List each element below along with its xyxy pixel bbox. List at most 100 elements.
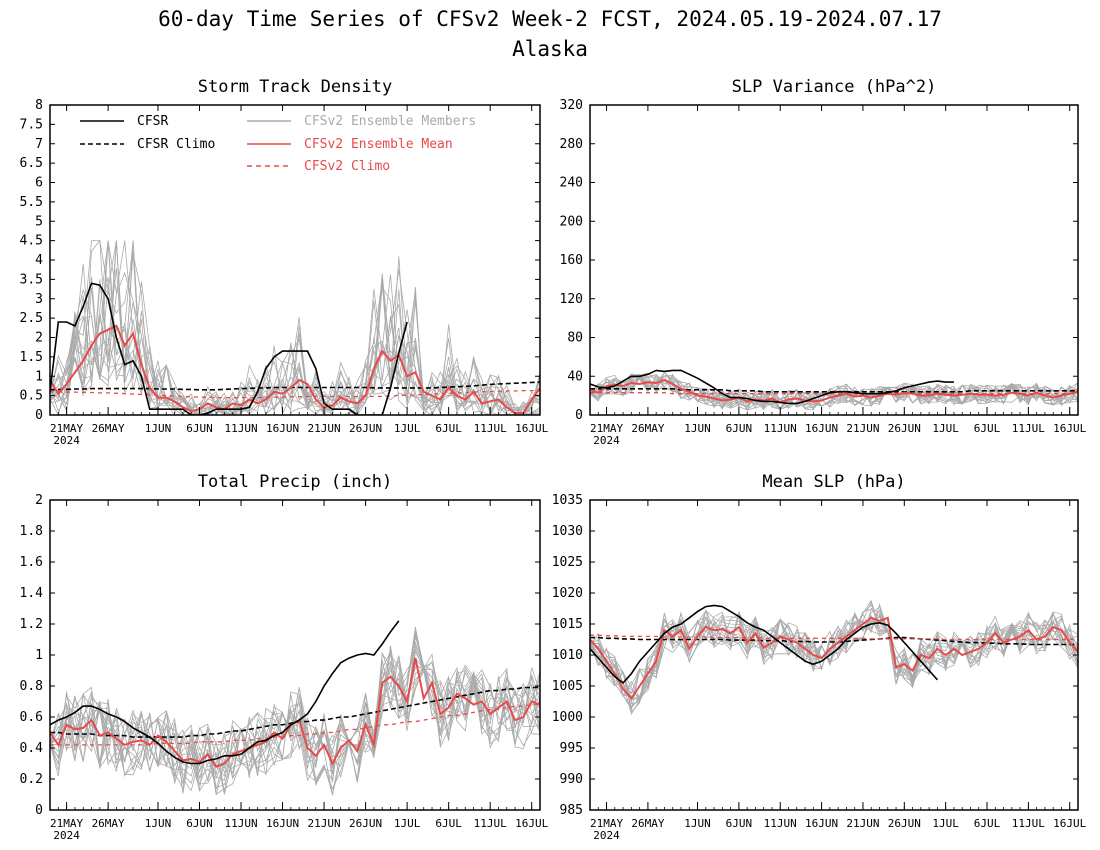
x-year-label: 2024 bbox=[53, 434, 80, 447]
series-cfsr-line bbox=[590, 369, 954, 405]
x-tick-label: 21JUN bbox=[308, 817, 341, 830]
ensemble-member-line bbox=[50, 269, 540, 415]
x-tick-label: 11JUL bbox=[1012, 817, 1045, 830]
ensemble-members bbox=[50, 626, 540, 797]
y-tick-label: 5 bbox=[35, 214, 43, 229]
y-tick-label: 8 bbox=[35, 98, 43, 113]
y-tick-label: 160 bbox=[560, 253, 583, 268]
x-tick-label: 6JUN bbox=[186, 422, 213, 435]
y-tick-label: 2 bbox=[35, 331, 43, 346]
y-tick-label: 1020 bbox=[552, 586, 583, 601]
y-tick-label: 0.6 bbox=[20, 710, 43, 725]
ensemble-member-line bbox=[590, 599, 1078, 700]
y-tick-label: 1010 bbox=[552, 648, 583, 663]
ensemble-member-line bbox=[50, 278, 540, 415]
ensemble-member-line bbox=[590, 612, 1078, 713]
y-tick-label: 2 bbox=[35, 493, 43, 508]
y-tick-label: 5.5 bbox=[20, 195, 43, 210]
x-tick-label: 16JUN bbox=[805, 422, 838, 435]
y-tick-label: 200 bbox=[560, 214, 583, 229]
x-year-label: 2024 bbox=[53, 829, 80, 842]
x-tick-label: 11JUL bbox=[474, 817, 507, 830]
ensemble-member-line bbox=[50, 626, 540, 789]
y-tick-label: 1 bbox=[35, 369, 43, 384]
y-tick-label: 1.8 bbox=[20, 524, 43, 539]
y-tick-label: 1035 bbox=[552, 493, 583, 508]
x-tick-label: 26MAY bbox=[631, 422, 664, 435]
y-tick-label: 1.4 bbox=[20, 586, 44, 601]
x-tick-label: 1JUN bbox=[684, 817, 711, 830]
x-tick-label: 1JUN bbox=[145, 817, 172, 830]
chart-title: SLP Variance (hPa^2) bbox=[732, 77, 937, 97]
ensemble-member-line bbox=[50, 636, 540, 795]
x-tick-label: 11JUN bbox=[764, 817, 797, 830]
y-tick-label: 80 bbox=[567, 331, 583, 346]
x-tick-label: 11JUN bbox=[224, 817, 257, 830]
ensemble-member-line bbox=[590, 613, 1078, 697]
chart-title: Mean SLP (hPa) bbox=[762, 472, 905, 492]
x-tick-label: 21MAY bbox=[590, 422, 623, 435]
y-tick-label: 0 bbox=[35, 803, 43, 818]
series-ens_mean-line bbox=[50, 324, 540, 415]
y-tick-label: 1 bbox=[35, 648, 43, 663]
x-tick-label: 6JUN bbox=[726, 817, 753, 830]
legend: CFSR CFSR Climo CFSv2 Ensemble Members CFSv… bbox=[80, 114, 476, 174]
y-tick-label: 995 bbox=[560, 741, 583, 756]
ensemble-member-line bbox=[50, 633, 540, 779]
y-tick-label: 7.5 bbox=[20, 117, 43, 132]
series-ens_mean-line bbox=[590, 379, 1078, 404]
x-tick-label: 26MAY bbox=[92, 817, 125, 830]
y-tick-label: 990 bbox=[560, 772, 583, 787]
ensemble-member-line bbox=[590, 609, 1078, 700]
y-tick-label: 0.8 bbox=[20, 679, 43, 694]
x-tick-label: 1JUL bbox=[394, 422, 421, 435]
x-tick-label: 21MAY bbox=[590, 817, 623, 830]
x-tick-label: 26JUN bbox=[888, 817, 921, 830]
x-tick-label: 26JUN bbox=[349, 422, 382, 435]
chart-title: Total Precip (inch) bbox=[198, 472, 392, 492]
y-tick-label: 1.2 bbox=[20, 617, 43, 632]
y-tick-label: 0.2 bbox=[20, 772, 43, 787]
x-tick-label: 21MAY bbox=[50, 817, 83, 830]
x-tick-label: 6JUL bbox=[435, 817, 462, 830]
series-cfsr-line bbox=[50, 282, 408, 415]
y-tick-label: 4.5 bbox=[20, 234, 43, 249]
x-tick-label: 1JUN bbox=[684, 422, 711, 435]
y-tick-label: 1015 bbox=[552, 617, 583, 632]
x-tick-label: 26JUN bbox=[888, 422, 921, 435]
y-tick-label: 40 bbox=[567, 369, 583, 384]
y-tick-label: 4 bbox=[35, 253, 43, 268]
y-tick-label: 120 bbox=[560, 292, 583, 307]
ensemble-member-line bbox=[590, 373, 1078, 408]
y-tick-label: 1000 bbox=[552, 710, 583, 725]
ensemble-member-line bbox=[590, 374, 1078, 410]
ensemble-members bbox=[590, 371, 1078, 412]
series-cfsv2_climo-line bbox=[50, 703, 540, 746]
x-tick-label: 11JUN bbox=[224, 422, 257, 435]
legend-label-cfsv2_climo: CFSv2 Climo bbox=[304, 159, 390, 174]
series-cfsr_climo-line bbox=[50, 381, 540, 391]
figure-subtitle: Alaska bbox=[512, 37, 588, 61]
y-tick-label: 2.5 bbox=[20, 311, 43, 326]
y-tick-label: 280 bbox=[560, 137, 583, 152]
ensemble-member-line bbox=[590, 615, 1078, 701]
x-year-label: 2024 bbox=[593, 434, 620, 447]
legend-label-cfsr: CFSR bbox=[137, 114, 168, 129]
series-cfsr_climo-line bbox=[590, 636, 1078, 646]
x-tick-label: 11JUL bbox=[1012, 422, 1045, 435]
x-year-label: 2024 bbox=[593, 829, 620, 842]
ensemble-member-line bbox=[50, 240, 540, 415]
y-tick-label: 7 bbox=[35, 137, 43, 152]
x-tick-label: 16JUL bbox=[1053, 817, 1086, 830]
y-tick-label: 240 bbox=[560, 176, 583, 191]
ensemble-member-line bbox=[50, 240, 540, 415]
x-tick-label: 21JUN bbox=[308, 422, 341, 435]
chart-precip: Total Precip (inch) 0 0.2 0.4 0.6 0.8 1 1.2 1.4 1… bbox=[20, 472, 549, 842]
figure-title: 60-day Time Series of CFSv2 Week-2 FCST,… bbox=[158, 7, 942, 31]
plot-frame bbox=[589, 104, 1079, 416]
y-tick-label: 320 bbox=[560, 98, 583, 113]
x-tick-label: 6JUL bbox=[974, 422, 1001, 435]
y-tick-label: 0.5 bbox=[20, 389, 43, 404]
chart-title: Storm Track Density bbox=[198, 77, 392, 97]
